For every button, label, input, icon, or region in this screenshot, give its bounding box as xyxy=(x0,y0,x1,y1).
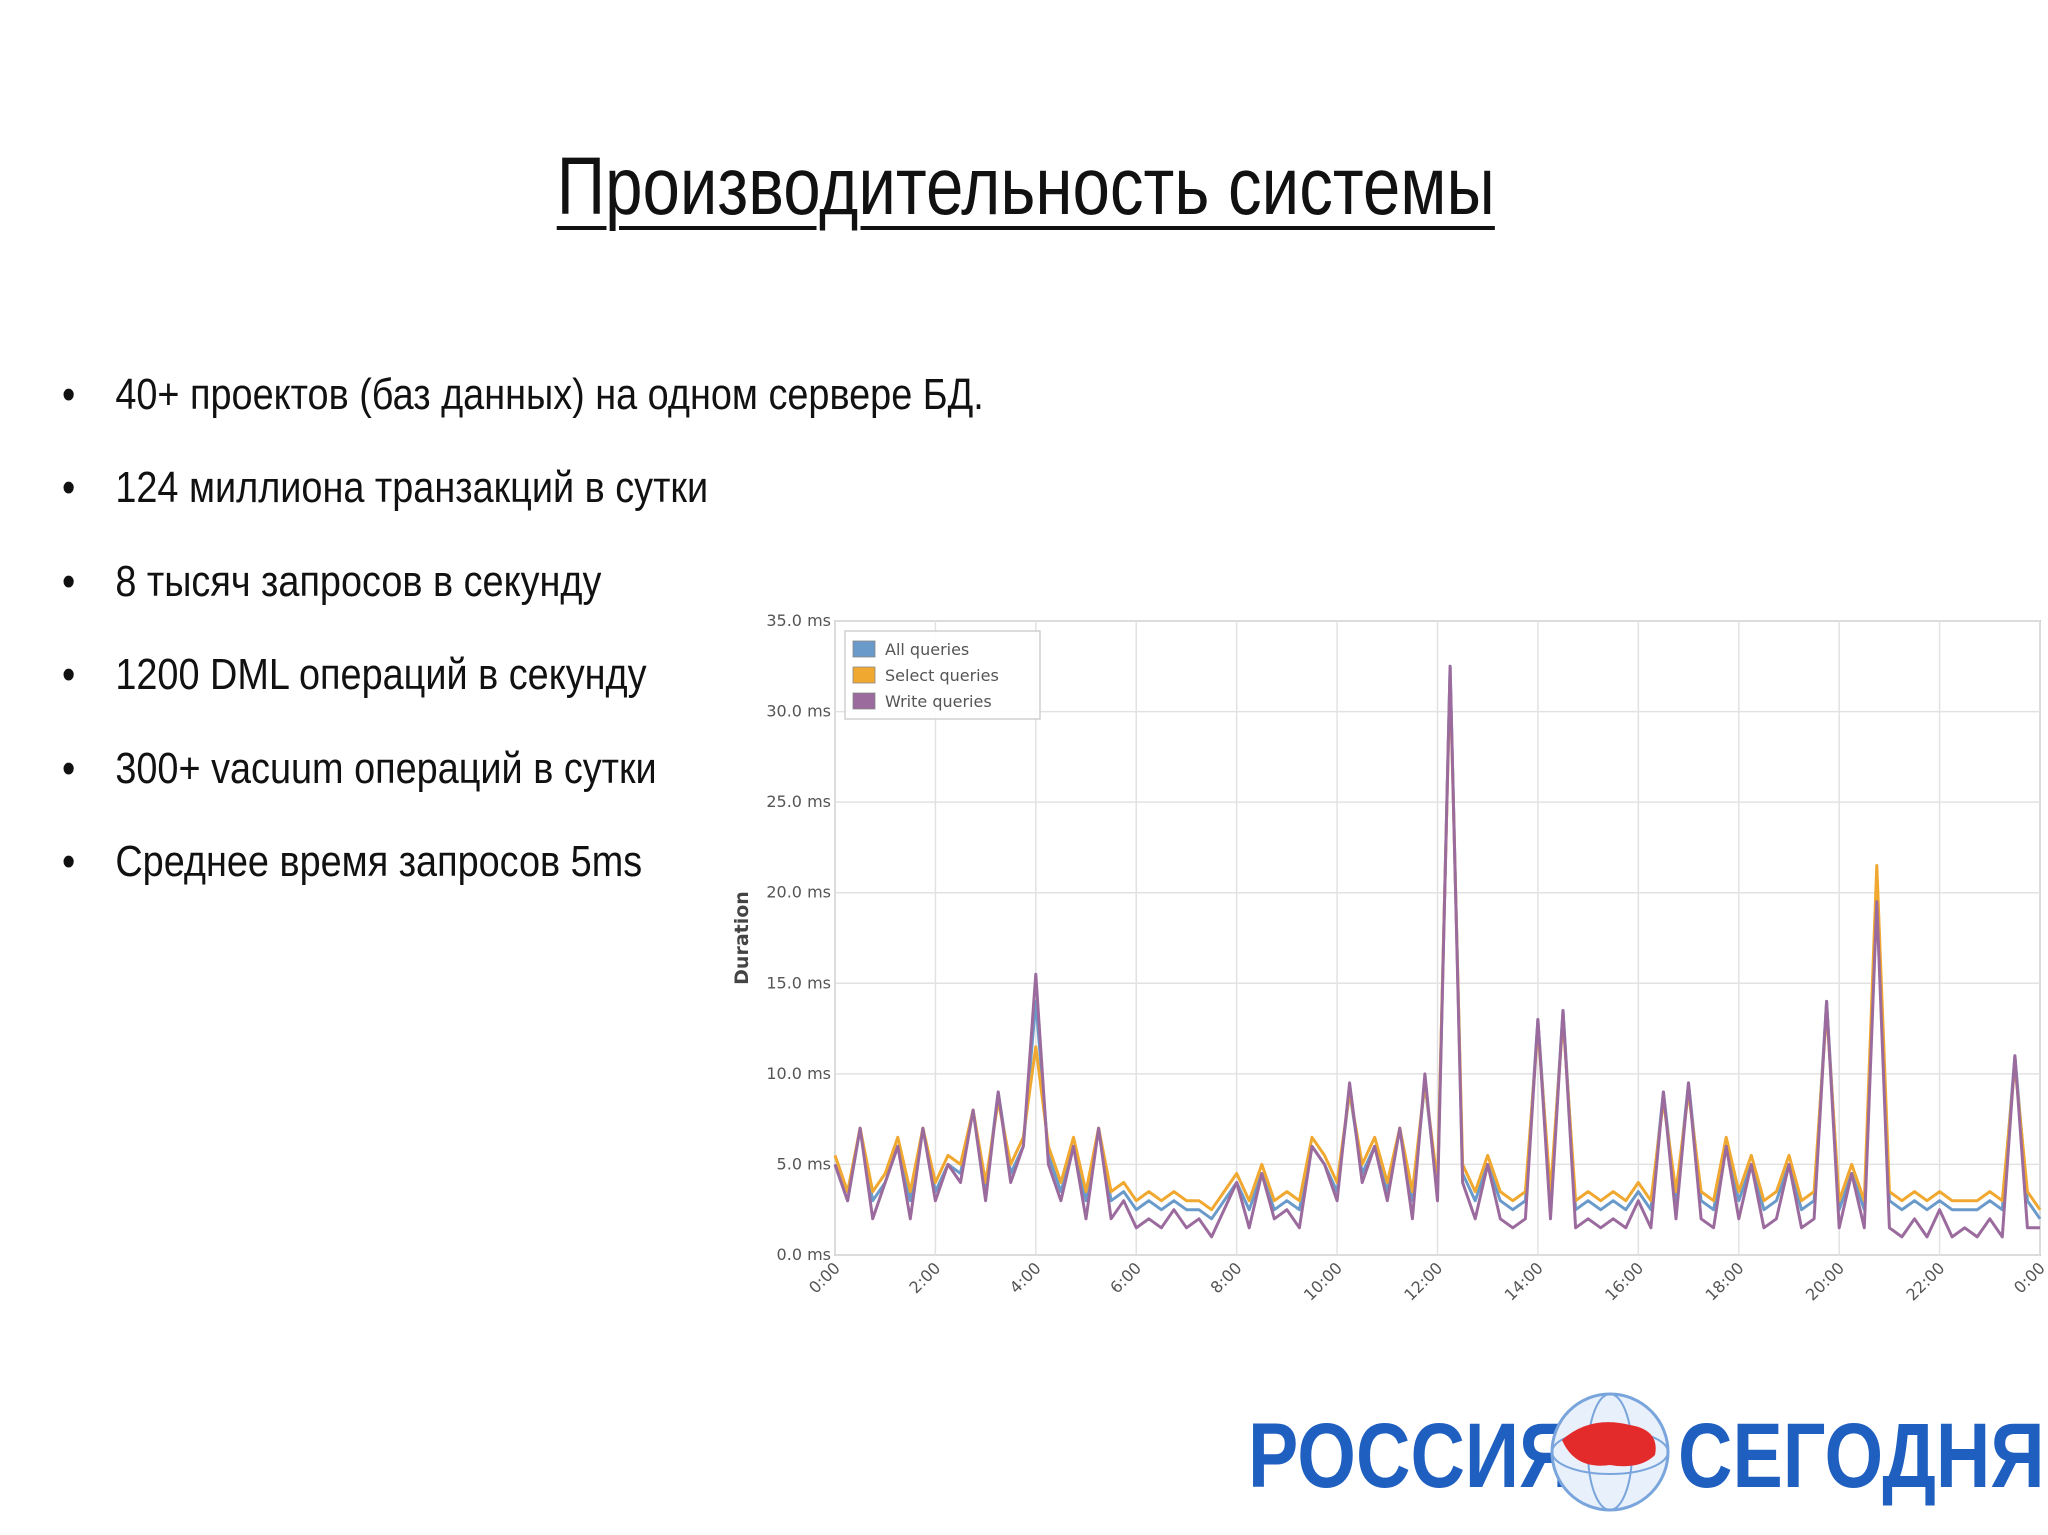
x-tick-label: 20:00 xyxy=(1802,1258,1848,1304)
x-tick-label: 2:00 xyxy=(905,1258,944,1297)
x-tick-label: 14:00 xyxy=(1501,1258,1547,1304)
slide-title: Производительность системы xyxy=(556,141,1495,232)
plot: 0.0 ms 5.0 ms 10.0 ms 15.0 ms 20.0 ms 25.0 ms… xyxy=(731,611,2048,1304)
logo-text: РОССИЯ xyxy=(1248,1404,1573,1507)
y-tick-label: 15.0 ms xyxy=(766,973,831,992)
bullet: 8 тысяч запросов в секунду xyxy=(62,557,984,650)
x-tick-label: 18:00 xyxy=(1702,1258,1748,1304)
y-axis-label: Duration xyxy=(731,891,753,985)
legend-label: Select queries xyxy=(885,666,999,685)
y-tick-label: 30.0 ms xyxy=(766,702,831,721)
x-tick-label: 8:00 xyxy=(1207,1258,1246,1297)
y-tick-label: 25.0 ms xyxy=(766,792,831,811)
y-tick-label: 35.0 ms xyxy=(766,611,831,630)
legend-label: Write queries xyxy=(885,692,992,711)
x-tick-label: 0:00 xyxy=(2010,1258,2048,1297)
logo-map xyxy=(1562,1422,1656,1467)
bullet: 40+ проектов (баз данных) на одном серве… xyxy=(62,370,984,463)
logo: РОССИЯ СЕГОДНЯ xyxy=(1248,1392,2045,1512)
x-tick-label: 0:00 xyxy=(805,1258,844,1297)
bullet: 1200 DML операций в секунду xyxy=(62,650,984,743)
legend-label: All queries xyxy=(885,640,969,659)
x-tick-label: 10:00 xyxy=(1300,1258,1346,1304)
bullet: Среднее время запросов 5ms xyxy=(62,837,984,930)
legend-swatch xyxy=(852,692,876,710)
x-tick-label: 6:00 xyxy=(1106,1258,1145,1297)
y-tick-label: 10.0 ms xyxy=(766,1064,831,1083)
legend-swatch xyxy=(852,640,876,658)
y-tick-label: 5.0 ms xyxy=(777,1154,831,1173)
y-tick-label: 0.0 ms xyxy=(777,1245,831,1264)
legend-swatch xyxy=(852,666,876,684)
x-tick-label: 4:00 xyxy=(1006,1258,1045,1297)
legend-box xyxy=(844,630,1041,720)
bullet: 124 миллиона транзакций в сутки xyxy=(62,463,984,556)
x-tick-label: 22:00 xyxy=(1902,1258,1948,1304)
bullet-list: 40+ проектов (баз данных) на одном серве… xyxy=(62,370,1134,930)
x-tick-label: 12:00 xyxy=(1400,1258,1446,1304)
bullet: 300+ vacuum операций в сутки xyxy=(62,744,984,837)
logo-text: СЕГОДНЯ xyxy=(1678,1404,2045,1507)
x-tick-label: 16:00 xyxy=(1601,1258,1647,1304)
y-tick-label: 20.0 ms xyxy=(766,883,831,902)
series-line xyxy=(833,664,2040,1239)
